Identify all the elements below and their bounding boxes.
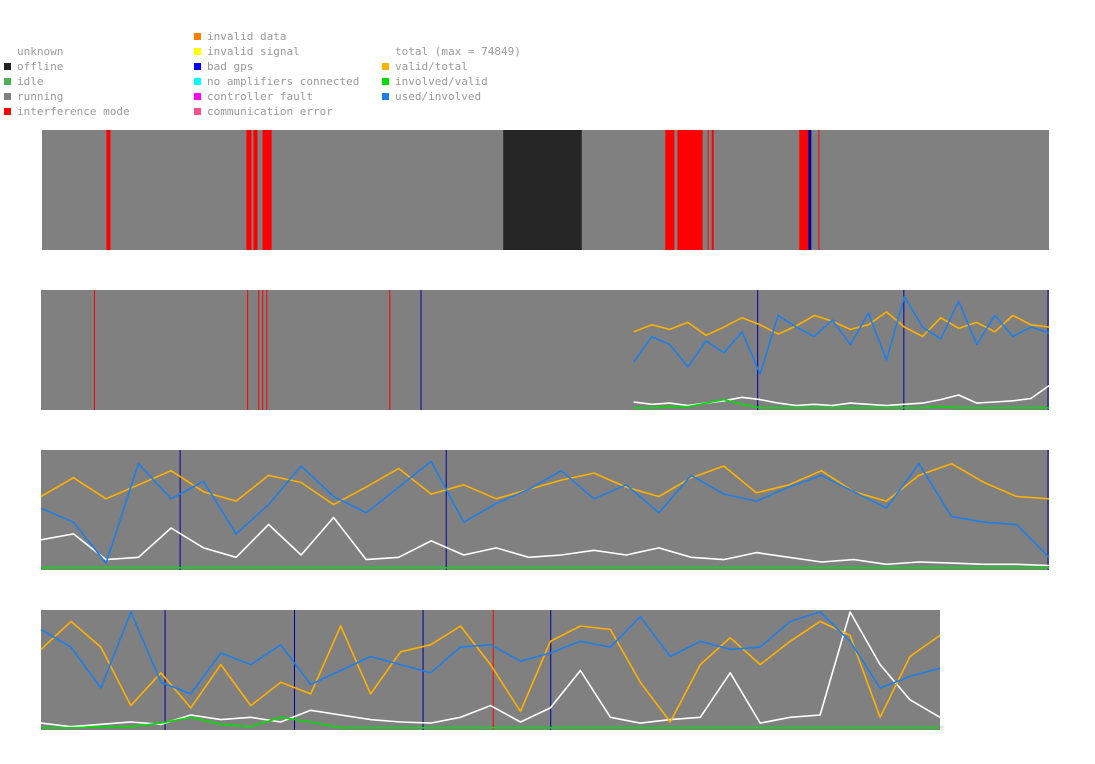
legend-swatch [194,33,201,40]
legend-label: invalid data [207,30,287,43]
series-line-total [40,611,941,728]
status-segment [503,130,582,250]
status-segment [707,130,709,250]
legend-label: controller fault [207,90,313,103]
legend-swatch [194,93,201,100]
legend-label: offline [17,60,64,73]
series-line-involved-valid [41,716,940,729]
status-segment [799,130,809,250]
series-line-used-involved [40,611,941,695]
status-segment [106,130,111,250]
legend-swatch [382,78,389,85]
status-segment [818,130,820,250]
legend-swatch [4,93,11,100]
legend-label: unknown [17,45,64,58]
legend-label: idle [17,75,44,88]
series-line-used-involved [40,460,1050,564]
status-segment [677,130,703,250]
status-segment [665,130,675,250]
series-line-valid-total [40,462,1050,506]
status-segment [711,130,714,250]
panel-background [41,290,1049,410]
status-segment [246,130,252,250]
legend-label: invalid signal [207,45,300,58]
legend-label: valid/total [395,60,468,73]
legend-swatch [194,108,201,115]
legend-swatch [4,108,11,115]
legend-swatch [382,93,389,100]
series-line-valid-total [633,311,1050,338]
legend-swatch [194,63,201,70]
series-line-total [40,516,1050,567]
status-segment [253,130,258,250]
panel-background [41,450,1049,570]
series-line-involved-valid [633,398,1049,409]
status-segment [808,130,812,250]
legend-label: bad gps [207,60,254,73]
legend-label: no amplifiers connected [207,75,360,88]
series-line-used-involved [633,295,1050,375]
legend-label: used/involved [395,90,482,103]
legend-swatch [4,78,11,85]
legend-swatch [194,48,201,55]
legend-label: total (max = 74849) [395,45,521,58]
legend-label: running [17,90,64,103]
legend-swatch [4,63,11,70]
legend-label: interference mode [17,105,130,118]
panel-background [41,610,940,730]
legend-label: communication error [207,105,333,118]
status-segment [262,130,272,250]
legend-swatch [194,78,201,85]
legend-label: involved/valid [395,75,488,88]
series-line-valid-total [40,620,941,723]
legend-swatch [382,63,389,70]
